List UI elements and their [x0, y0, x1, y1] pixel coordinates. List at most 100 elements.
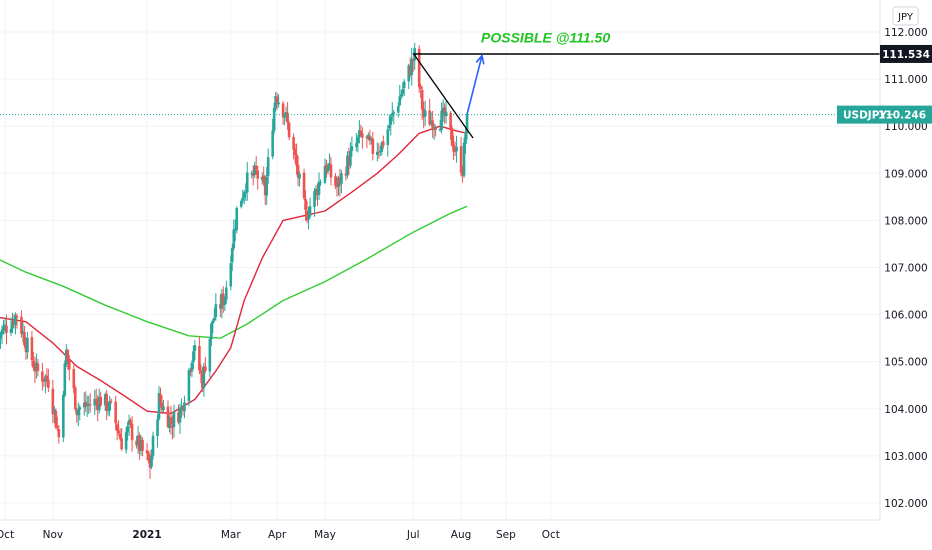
candle-down[interactable] — [54, 408, 58, 430]
projection-arrow-line[interactable] — [466, 55, 483, 115]
candle-down[interactable] — [148, 450, 152, 479]
candle-up[interactable] — [423, 100, 427, 126]
candle-up[interactable] — [283, 113, 286, 126]
candle-down[interactable] — [286, 102, 289, 130]
candle-up[interactable] — [156, 414, 159, 448]
candle-up[interactable] — [172, 404, 176, 438]
candle-up[interactable] — [239, 199, 243, 209]
candle-up[interactable] — [298, 171, 301, 187]
candle-down[interactable] — [361, 127, 364, 149]
candle-down[interactable] — [109, 398, 113, 405]
candle-down[interactable] — [347, 147, 351, 176]
candle-up[interactable] — [307, 206, 310, 230]
candle-down[interactable] — [316, 183, 319, 206]
candle-up[interactable] — [319, 179, 322, 186]
candle-up[interactable] — [367, 132, 370, 141]
candle-down[interactable] — [118, 428, 122, 441]
candle-down[interactable] — [219, 293, 222, 318]
candle-up[interactable] — [235, 206, 239, 234]
candle-up[interactable] — [85, 395, 89, 417]
candle-up[interactable] — [192, 345, 195, 369]
candle-down[interactable] — [72, 364, 76, 394]
candle-up[interactable] — [63, 360, 67, 398]
candle-up[interactable] — [253, 161, 257, 179]
candle-down[interactable] — [368, 129, 372, 145]
candle-down[interactable] — [334, 173, 337, 190]
candle-down[interactable] — [99, 392, 102, 407]
candle-up[interactable] — [358, 120, 361, 144]
candle-up[interactable] — [462, 137, 466, 178]
candle-down[interactable] — [117, 420, 120, 436]
candle-up[interactable] — [103, 392, 107, 411]
candle-up[interactable] — [124, 427, 128, 454]
candle-up[interactable] — [265, 166, 268, 205]
candle-up[interactable] — [180, 398, 183, 418]
candle-up[interactable] — [399, 90, 403, 100]
candle-down[interactable] — [335, 176, 339, 197]
time-axis[interactable]: Oct Nov 2021 Mar Apr May Jul Aug Sep Oct — [0, 519, 880, 541]
candle-down[interactable] — [302, 168, 306, 201]
candle-up[interactable] — [3, 317, 7, 334]
candle-up[interactable] — [429, 112, 433, 126]
candle-up[interactable] — [76, 402, 80, 427]
candle-up[interactable] — [229, 255, 233, 291]
candlestick-series[interactable] — [0, 42, 469, 479]
candle-down[interactable] — [420, 85, 424, 120]
candle-down[interactable] — [145, 443, 149, 461]
candle-up[interactable] — [187, 367, 191, 407]
descending-trendline[interactable] — [412, 52, 474, 139]
candle-up[interactable] — [93, 389, 97, 416]
candle-down[interactable] — [199, 364, 203, 384]
candle-up[interactable] — [78, 404, 82, 421]
candle-down[interactable] — [5, 314, 8, 345]
candle-down[interactable] — [141, 437, 144, 457]
candle-up[interactable] — [441, 99, 445, 122]
candle-down[interactable] — [56, 416, 59, 432]
candle-down[interactable] — [36, 359, 40, 377]
candle-down[interactable] — [67, 355, 71, 381]
candle-down[interactable] — [222, 286, 225, 313]
candle-down[interactable] — [296, 155, 300, 187]
candle-up[interactable] — [314, 185, 318, 200]
candle-up[interactable] — [387, 114, 391, 131]
candle-down[interactable] — [96, 395, 100, 422]
candle-up[interactable] — [277, 94, 280, 108]
candle-down[interactable] — [382, 135, 385, 149]
candle-down[interactable] — [365, 134, 369, 149]
candle-down[interactable] — [198, 336, 201, 375]
candle-down[interactable] — [130, 416, 134, 452]
candle-up[interactable] — [245, 161, 249, 201]
currency-unit-badge[interactable]: JPY — [892, 6, 919, 26]
candle-up[interactable] — [274, 92, 277, 112]
candle-up[interactable] — [183, 395, 186, 419]
candle-up[interactable] — [379, 145, 382, 157]
candle-down[interactable] — [57, 424, 61, 444]
candle-up[interactable] — [455, 135, 458, 163]
candle-down[interactable] — [88, 393, 92, 413]
candle-down[interactable] — [181, 404, 185, 416]
candle-up[interactable] — [328, 153, 331, 170]
candle-up[interactable] — [157, 386, 161, 421]
candle-down[interactable] — [305, 201, 309, 224]
candle-down[interactable] — [461, 165, 464, 183]
candle-up[interactable] — [14, 312, 17, 335]
candle-up[interactable] — [214, 293, 218, 321]
candle-up[interactable] — [150, 449, 153, 470]
candle-up[interactable] — [230, 244, 234, 272]
candle-up[interactable] — [317, 172, 321, 200]
candle-up[interactable] — [127, 414, 131, 437]
candle-up[interactable] — [211, 318, 215, 334]
candle-up[interactable] — [272, 102, 276, 134]
candle-up[interactable] — [44, 374, 47, 394]
candle-up[interactable] — [337, 175, 340, 196]
candle-down[interactable] — [371, 131, 375, 161]
drawings-layer[interactable]: POSSIBLE @111.50 — [0, 29, 880, 139]
candle-down[interactable] — [344, 166, 348, 181]
candle-up[interactable] — [126, 422, 129, 441]
candle-down[interactable] — [329, 156, 333, 186]
candle-down[interactable] — [263, 174, 267, 206]
candle-up[interactable] — [190, 360, 194, 378]
candle-up[interactable] — [233, 219, 237, 242]
